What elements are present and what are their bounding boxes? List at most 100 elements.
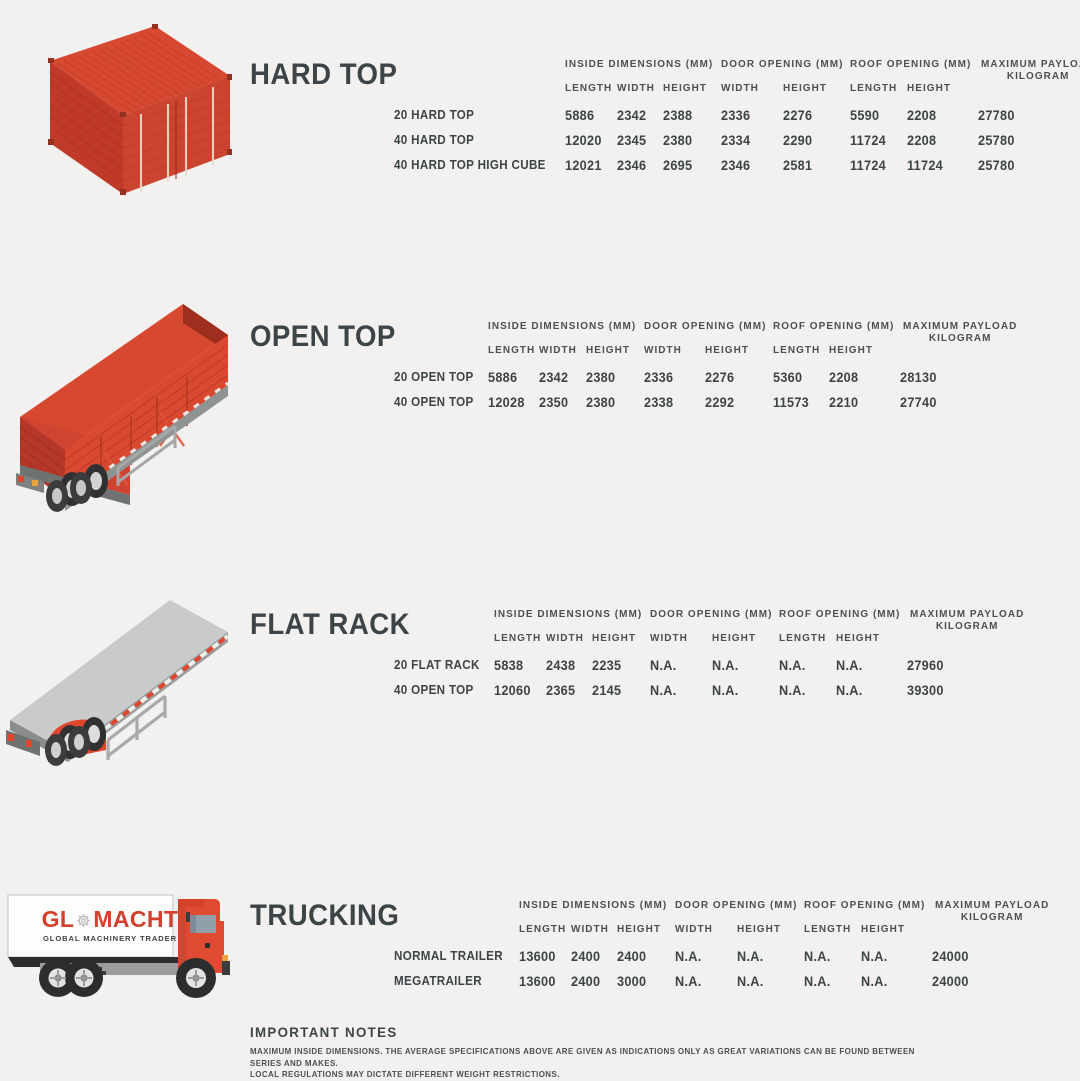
cell-inside-length: 13600: [519, 949, 556, 964]
group-header-roof: ROOF OPENING (MM): [850, 58, 972, 70]
group-header-roof: ROOF OPENING (MM): [772, 320, 895, 332]
section-title: FLAT RACK: [250, 608, 411, 641]
cell-inside-width: 2438: [545, 658, 576, 673]
cell-roof-length: N.A.: [779, 683, 806, 698]
cell-roof-height: 2208: [906, 133, 936, 148]
subheader-roof-length: LENGTH: [779, 632, 827, 644]
group-header-door: DOOR OPENING (MM): [721, 58, 844, 70]
sub-header-row: LENGTH WIDTH HEIGHT WIDTH HEIGHT LENGTH …: [394, 923, 1052, 949]
cell-payload: 24000: [931, 974, 969, 989]
subheader-inside-length: LENGTH: [565, 82, 613, 94]
cell-door-height: 2581: [782, 158, 812, 173]
payload-line1: MAXIMUM PAYLOAD: [934, 899, 1050, 911]
row-label: 20 FLAT RACK: [394, 658, 480, 672]
cell-door-width: N.A.: [675, 949, 702, 964]
cell-door-height: N.A.: [736, 949, 764, 964]
section-title: HARD TOP: [250, 58, 398, 91]
cell-roof-length: 5590: [850, 108, 880, 123]
subheader-door-width: WIDTH: [721, 82, 760, 94]
row-label: NORMAL TRAILER: [394, 949, 503, 963]
cell-payload: 28130: [900, 370, 938, 385]
cell-door-height: 2276: [705, 370, 735, 385]
table-row: 40 OPEN TOP 12028 2350 2380 2338 2292 11…: [394, 395, 1021, 420]
cell-payload: 25780: [977, 133, 1015, 148]
group-header-inside: INSIDE DIMENSIONS (MM): [487, 320, 636, 332]
cell-door-width: 2346: [721, 158, 751, 173]
cell-payload: 39300: [906, 683, 944, 698]
cell-inside-length: 5838: [494, 658, 524, 673]
sub-header-row: LENGTH WIDTH HEIGHT WIDTH HEIGHT LENGTH …: [394, 82, 1080, 108]
cell-roof-height: N.A.: [860, 949, 888, 964]
subheader-inside-length: LENGTH: [494, 632, 542, 644]
row-label: 20 OPEN TOP: [394, 370, 474, 384]
cell-roof-length: N.A.: [779, 658, 806, 673]
group-header-payload: MAXIMUM PAYLOAD KILOGRAM: [981, 58, 1080, 82]
group-header-door: DOOR OPENING (MM): [650, 608, 773, 620]
table-row: MEGATRAILER 13600 2400 3000 N.A. N.A. N.…: [394, 974, 1052, 999]
subheader-inside-width: WIDTH: [616, 82, 655, 94]
subheader-inside-height: HEIGHT: [585, 344, 630, 356]
cell-door-height: 2276: [782, 108, 812, 123]
group-header-inside: INSIDE DIMENSIONS (MM): [519, 899, 668, 911]
table-row: 20 OPEN TOP 5886 2342 2380 2336 2276 536…: [394, 370, 1021, 395]
cell-payload: 27960: [906, 658, 944, 673]
subheader-roof-length: LENGTH: [850, 82, 898, 94]
cell-door-height: N.A.: [711, 683, 739, 698]
subheader-roof-height: HEIGHT: [860, 923, 905, 935]
subheader-inside-height: HEIGHT: [592, 632, 637, 644]
cell-door-width: 2336: [721, 108, 751, 123]
subheader-roof-height: HEIGHT: [829, 344, 873, 356]
group-header-row: INSIDE DIMENSIONS (MM) DOOR OPENING (MM)…: [394, 899, 1052, 923]
cell-door-width: N.A.: [675, 974, 702, 989]
spec-table-flat-rack: INSIDE DIMENSIONS (MM) DOOR OPENING (MM)…: [394, 608, 1027, 708]
cell-payload: 25780: [977, 158, 1015, 173]
cell-inside-width: 2350: [539, 395, 569, 410]
cell-door-width: 2338: [643, 395, 674, 410]
subheader-door-width: WIDTH: [643, 344, 682, 356]
cell-roof-height: N.A.: [835, 658, 863, 673]
box-truck-side-view-icon: [7, 894, 230, 998]
table-row: 40 OPEN TOP 12060 2365 2145 N.A. N.A. N.…: [394, 683, 1027, 708]
subheader-roof-length: LENGTH: [804, 923, 852, 935]
cell-inside-length: 5886: [565, 108, 595, 123]
group-header-door: DOOR OPENING (MM): [643, 320, 767, 332]
cell-roof-length: 11573: [772, 395, 809, 410]
cell-inside-height: 2380: [585, 370, 615, 385]
notes-title: IMPORTANT NOTES: [250, 1024, 398, 1040]
cell-roof-length: 11724: [850, 158, 887, 173]
cell-payload: 27780: [977, 108, 1015, 123]
subheader-inside-height: HEIGHT: [663, 82, 708, 94]
spec-table-trucking: INSIDE DIMENSIONS (MM) DOOR OPENING (MM)…: [394, 899, 1052, 999]
cell-door-width: 2336: [643, 370, 674, 385]
cell-inside-width: 2400: [570, 949, 601, 964]
row-label: 40 HARD TOP: [394, 133, 475, 147]
payload-line1: MAXIMUM PAYLOAD: [903, 320, 1018, 332]
subheader-inside-height: HEIGHT: [617, 923, 662, 935]
section-hard-top: HARD TOP INSIDE DIMENSIONS (MM) DOOR OPE…: [0, 14, 1080, 214]
row-label: 40 OPEN TOP: [394, 683, 474, 697]
row-label: 40 OPEN TOP: [394, 395, 474, 409]
cell-inside-width: 2400: [570, 974, 601, 989]
cell-door-height: 2290: [782, 133, 812, 148]
cell-door-height: N.A.: [736, 974, 764, 989]
cell-inside-height: 2235: [592, 658, 622, 673]
notes-line-1: MAXIMUM INSIDE DIMENSIONS. THE AVERAGE S…: [250, 1047, 915, 1068]
cell-door-width: N.A.: [650, 683, 677, 698]
group-header-payload: MAXIMUM PAYLOAD KILOGRAM: [903, 320, 1017, 344]
cell-roof-height: N.A.: [860, 974, 888, 989]
cell-inside-length: 5886: [487, 370, 517, 385]
section-title: OPEN TOP: [250, 320, 396, 353]
group-header-row: INSIDE DIMENSIONS (MM) DOOR OPENING (MM)…: [394, 58, 1080, 82]
group-header-payload: MAXIMUM PAYLOAD KILOGRAM: [910, 608, 1024, 632]
spec-table-hard-top: INSIDE DIMENSIONS (MM) DOOR OPENING (MM)…: [394, 58, 1080, 183]
cell-inside-width: 2346: [616, 158, 647, 173]
subheader-door-height: HEIGHT: [782, 82, 827, 94]
payload-line2: KILOGRAM: [935, 620, 999, 632]
subheader-inside-width: WIDTH: [570, 923, 609, 935]
section-open-top: OPEN TOP INSIDE DIMENSIONS (MM) DOOR OPE…: [0, 290, 1080, 520]
notes-line-2: LOCAL REGULATIONS MAY DICTATE DIFFERENT …: [250, 1070, 560, 1079]
row-label: MEGATRAILER: [394, 974, 482, 988]
cell-door-width: N.A.: [650, 658, 677, 673]
cell-payload: 24000: [931, 949, 969, 964]
flat-rack-trailer-isometric-icon: [6, 600, 230, 766]
